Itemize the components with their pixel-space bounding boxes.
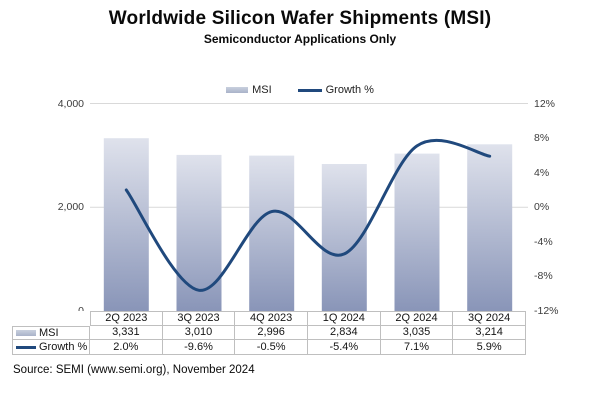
table-cell: 2,834 <box>307 325 381 341</box>
legend-label: Growth % <box>325 84 374 96</box>
bar-swatch-icon <box>16 329 36 336</box>
y-axis-right-tick: 12% <box>534 97 556 110</box>
table-header-cell: 2Q 2023 <box>90 311 163 326</box>
gridlines <box>90 103 528 208</box>
bar-msi-3q-2023 <box>176 154 222 311</box>
legend-item-growth: Growth % <box>297 84 374 96</box>
table-row-label: Growth % <box>12 340 90 355</box>
y-axis-right-tick: 0% <box>534 201 550 214</box>
table-row-label-text: Growth % <box>39 341 88 354</box>
bar-msi-3q-2024 <box>467 144 513 311</box>
table-cell: 3,010 <box>162 325 236 341</box>
table-cell: -0.5% <box>235 340 308 355</box>
y-axis-right-tick: -4% <box>534 235 553 248</box>
y-axis-right-tick: 8% <box>534 132 550 145</box>
table-cell: 2.0% <box>90 340 163 355</box>
page-title: Worldwide Silicon Wafer Shipments (MSI) <box>108 8 492 29</box>
table-header-cell: 2Q 2024 <box>380 311 454 326</box>
bar-msi-4q-2023 <box>249 155 295 311</box>
bar-series-swatch-icon <box>226 87 249 93</box>
data-table: 2Q 2023 3Q 2023 4Q 2023 1Q 2024 2Q 2024 3Q 20… <box>12 311 526 355</box>
bar-msi-2q-2024 <box>394 153 440 311</box>
table-cell: 3,035 <box>380 325 454 341</box>
table-header-cell: 3Q 2023 <box>162 311 236 326</box>
table-header-cell: 4Q 2023 <box>235 311 308 326</box>
y-axis-left-tick: 2,000 <box>57 201 84 214</box>
y-axis-left-tick: 4,000 <box>57 97 84 110</box>
table-cell: 3,331 <box>90 325 163 341</box>
bar-msi-2q-2023 <box>103 138 149 311</box>
table-cell: 7.1% <box>380 340 454 355</box>
bar-series <box>103 138 513 311</box>
table-header-cell: 1Q 2024 <box>307 311 381 326</box>
table-cell: 3,214 <box>453 325 526 341</box>
source-note: Source: SEMI (www.semi.org), November 20… <box>13 364 255 376</box>
table-cell: -9.6% <box>162 340 236 355</box>
y-axis-right-tick: -8% <box>534 270 553 283</box>
table-header-cell: 3Q 2024 <box>453 311 526 326</box>
y-axis-right-tick: -12% <box>534 305 559 317</box>
table-cell: -5.4% <box>307 340 381 355</box>
table-row-label: MSI <box>12 325 90 341</box>
legend-label: MSI <box>252 84 272 96</box>
chart-legend: MSI Growth % <box>0 82 600 98</box>
table-row-label-text: MSI <box>39 326 59 339</box>
table-cell: 2,996 <box>235 325 308 341</box>
line-series-swatch-icon <box>297 88 322 92</box>
growth-line <box>124 139 492 292</box>
table-cell: 5.9% <box>453 340 526 355</box>
legend-item-msi: MSI <box>226 84 272 96</box>
y-axis-right-tick: 4% <box>534 166 550 179</box>
chart-subtitle: Semiconductor Applications Only <box>203 32 397 46</box>
table-corner-spacer <box>12 311 90 326</box>
line-swatch-icon <box>16 345 36 349</box>
